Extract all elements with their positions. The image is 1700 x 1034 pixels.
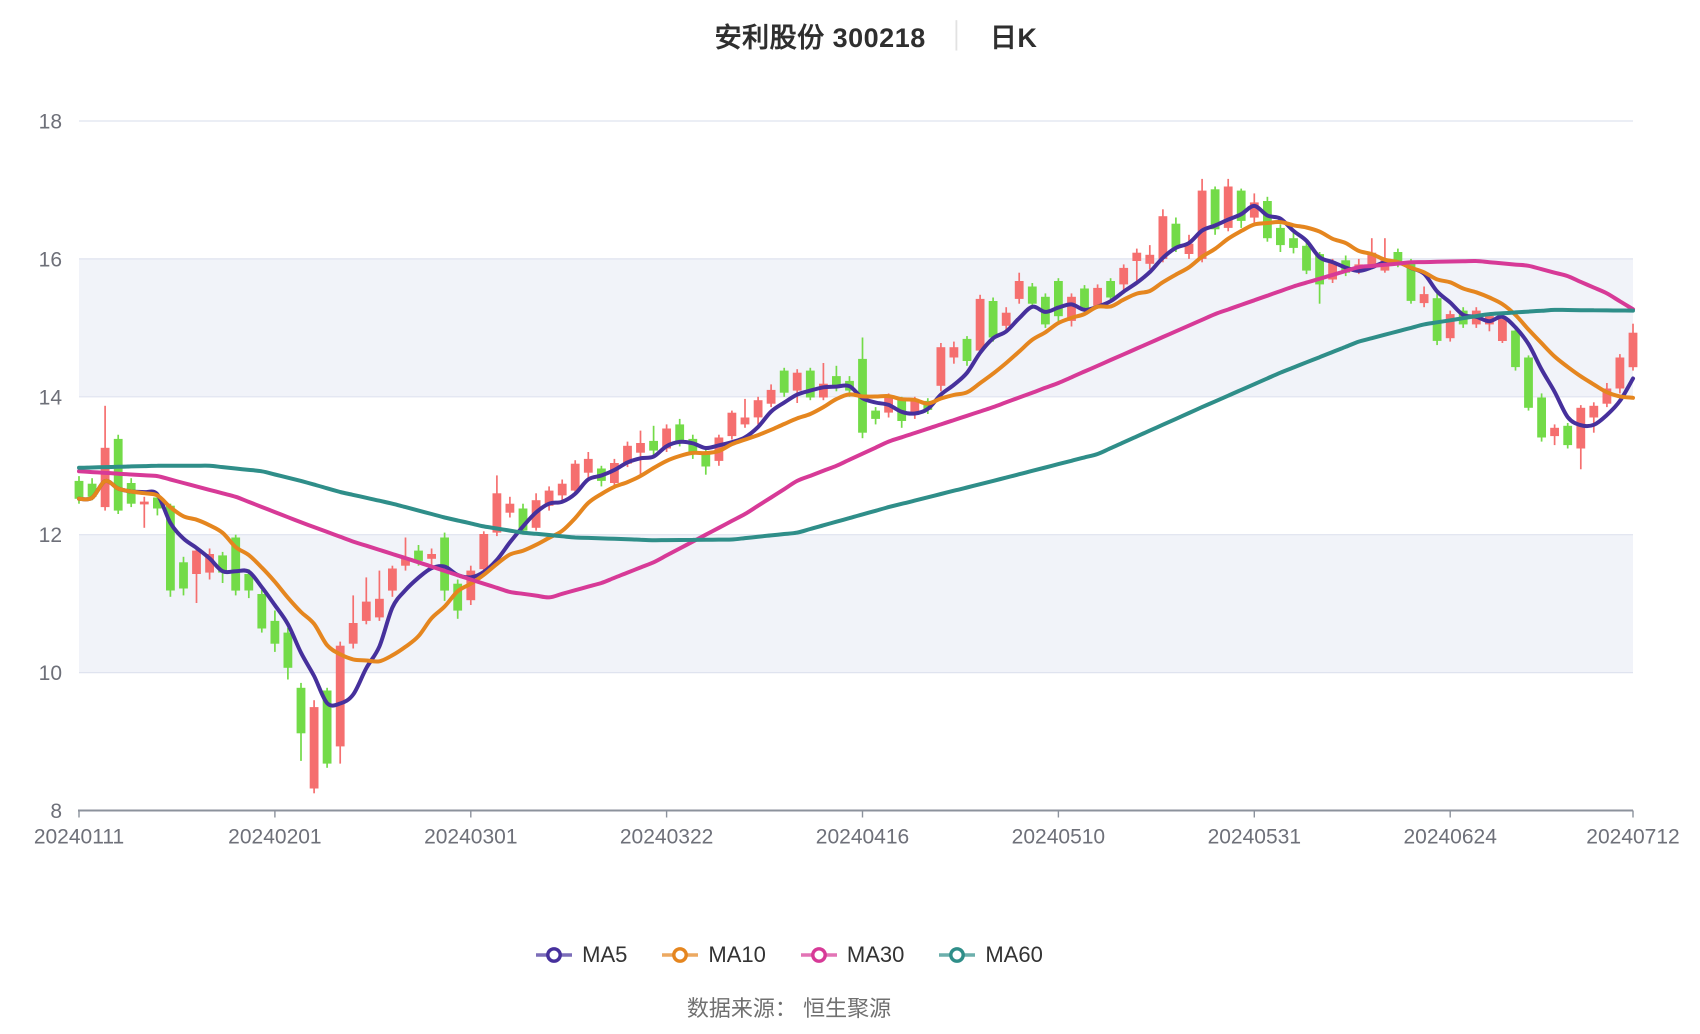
title-separator: │ [949, 21, 966, 49]
stock-name-code: 安利股份 300218 [714, 23, 926, 53]
svg-text:20240322: 20240322 [620, 826, 713, 849]
svg-text:20240712: 20240712 [1586, 826, 1679, 849]
chart-period-label: 日K [989, 23, 1038, 53]
data-source: 数据来源： 恒生聚源 [0, 991, 1578, 1023]
svg-text:12: 12 [39, 524, 62, 547]
svg-text:20240416: 20240416 [816, 826, 909, 849]
svg-text:20240201: 20240201 [228, 826, 321, 849]
svg-text:10: 10 [39, 662, 62, 685]
data-source-label: 数据来源： [686, 996, 797, 1021]
ma5-line-marker-icon [536, 947, 573, 963]
svg-text:20240531: 20240531 [1208, 826, 1301, 849]
svg-text:20240111: 20240111 [34, 826, 124, 849]
svg-text:14: 14 [39, 386, 63, 409]
svg-text:20240510: 20240510 [1012, 826, 1105, 849]
legend-item-ma30[interactable]: MA30 [800, 942, 904, 968]
svg-text:18: 18 [39, 111, 62, 134]
legend-label: MA10 [708, 942, 766, 967]
legend: MA5 MA10 MA30 MA60 [0, 942, 1578, 968]
svg-text:16: 16 [39, 248, 62, 271]
legend-item-ma5[interactable]: MA5 [535, 942, 627, 968]
candlestick-chart[interactable]: 8 10 12 14 16 18 20240111 20240201 20240301 20240… [0, 0, 1700, 900]
svg-text:8: 8 [50, 800, 62, 823]
legend-item-ma10[interactable]: MA10 [661, 942, 766, 968]
data-source-value: 恒生聚源 [803, 996, 892, 1021]
legend-label: MA60 [985, 942, 1043, 967]
legend-label: MA5 [582, 942, 628, 967]
svg-text:20240624: 20240624 [1403, 826, 1497, 849]
ma30-line-marker-icon [800, 947, 837, 963]
legend-item-ma60[interactable]: MA60 [938, 942, 1043, 968]
ma60-line-marker-icon [939, 947, 976, 963]
svg-text:20240301: 20240301 [424, 826, 517, 849]
chart-title: 安利股份 300218 │ 日K [0, 16, 1700, 55]
ma10-line-marker-icon [662, 947, 699, 963]
legend-label: MA30 [846, 942, 905, 967]
